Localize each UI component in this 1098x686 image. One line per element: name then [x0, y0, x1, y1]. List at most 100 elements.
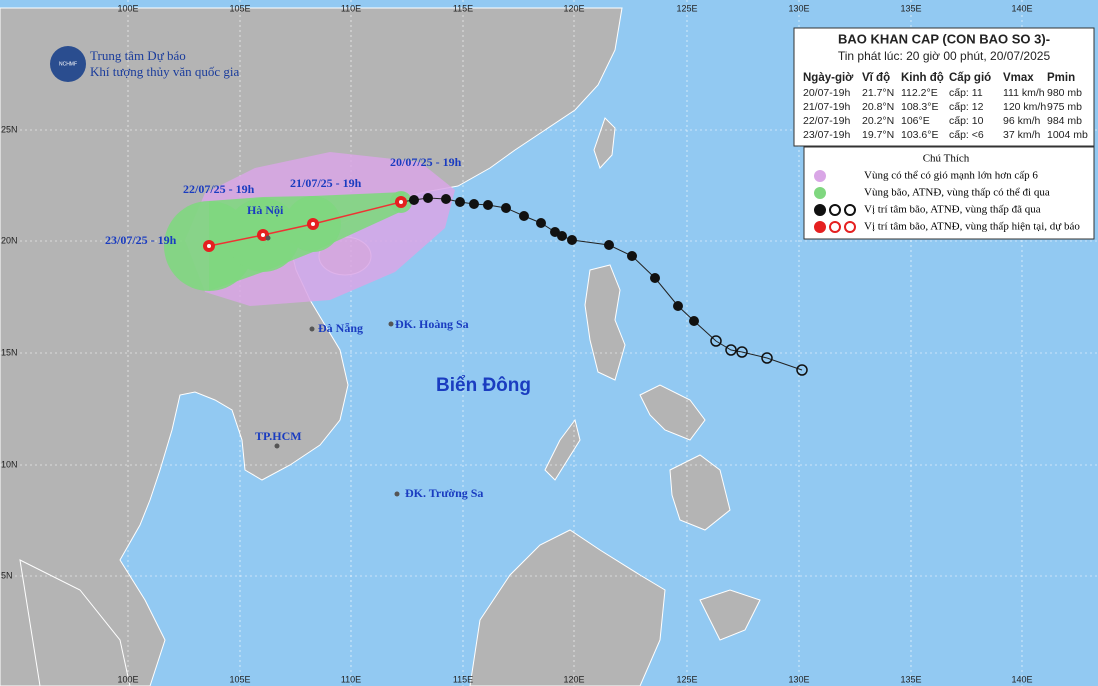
- lon-label-top: 135E: [900, 3, 921, 13]
- past-position: [725, 344, 737, 356]
- table-header: Kinh độ: [901, 72, 944, 84]
- lon-label-top: 125E: [676, 3, 697, 13]
- place-dot: [388, 321, 394, 327]
- logo-badge: NCHMF: [59, 61, 77, 67]
- past-position: [710, 335, 722, 347]
- place-dot: [394, 491, 400, 497]
- table-cell: 984 mb: [1047, 115, 1082, 127]
- table-cell: 21.7°N: [862, 87, 894, 99]
- table-cell: 23/07-19h: [803, 129, 850, 141]
- legend: Vùng có thể có gió mạnh lớn hơn cấp 6 Vùn…: [814, 170, 1080, 233]
- logo-icon: [50, 46, 86, 82]
- lon-label-top: 110E: [341, 3, 361, 13]
- past-position: [650, 273, 660, 283]
- logo: NCHMF Trung tâm Dự báo Khí tượng thủy vă…: [50, 46, 240, 82]
- table-cell: cấp: <6: [949, 129, 984, 141]
- past-position: [469, 199, 479, 209]
- table-cell: 20.8°N: [862, 101, 894, 113]
- forecast-label: 20/07/25 - 19h: [390, 155, 462, 169]
- table-header: Vĩ độ: [862, 72, 890, 84]
- legend-swatch: [814, 187, 826, 199]
- table-cell: 22/07-19h: [803, 115, 850, 127]
- legend-symbol: [814, 204, 826, 216]
- lon-label-bottom: 130E: [788, 674, 809, 684]
- forecast-track: [208, 201, 402, 247]
- lat-label: 20N: [1, 235, 18, 245]
- table-cell: 111 km/h: [1003, 87, 1045, 99]
- place-label: TP.HCM: [255, 429, 302, 443]
- legend-symbol: [844, 204, 856, 216]
- table-header: Pmin: [1047, 72, 1075, 84]
- legend-item: Vùng có thể có gió mạnh lớn hơn cấp 6: [864, 170, 1038, 182]
- lon-label-bottom: 105E: [229, 674, 250, 684]
- past-position: [455, 197, 465, 207]
- forecast-label: 22/07/25 - 19h: [183, 182, 255, 196]
- legend-item: Vị trí tâm bão, ATNĐ, vùng thấp hiện tại…: [864, 221, 1080, 233]
- forecast-label: 21/07/25 - 19h: [290, 176, 362, 190]
- place-dot: [309, 326, 315, 332]
- past-position: [501, 203, 511, 213]
- lon-label-bottom: 135E: [900, 674, 921, 684]
- bulletin-title: BAO KHAN CAP (CON BAO SO 3)-: [838, 31, 1050, 46]
- table-cell: 1004 mb: [1047, 129, 1088, 141]
- logo-line1: Trung tâm Dự báo: [90, 48, 186, 63]
- table-cell: cấp: 12: [949, 101, 984, 113]
- past-position: [423, 193, 433, 203]
- table-cell: cấp: 11: [949, 87, 983, 99]
- map-labels: 100E 100E 105E 105E 110E 110E 115E 115E 120E 120E…: [1, 3, 1033, 684]
- lon-label-bottom: 125E: [676, 674, 697, 684]
- table-cell: 21/07-19h: [803, 101, 850, 113]
- past-position: [736, 346, 748, 358]
- past-position: [567, 235, 577, 245]
- place-dot: [274, 443, 280, 449]
- past-position: [627, 251, 637, 261]
- forecast-core: [399, 200, 403, 204]
- lat-label: 25N: [1, 124, 18, 134]
- table-cell: 19.7°N: [862, 129, 894, 141]
- table-cell: 108.3°E: [901, 101, 938, 113]
- lon-label-bottom: 120E: [563, 674, 584, 684]
- lon-label-top: 140E: [1011, 3, 1032, 13]
- past-position: [519, 211, 529, 221]
- lon-label-top: 130E: [788, 3, 809, 13]
- legend-title: Chú Thích: [923, 153, 970, 165]
- lon-label-top: 105E: [229, 3, 250, 13]
- storm-cone: [164, 191, 412, 291]
- bulletin-table: Ngày-giờ Vĩ độ Kinh độ Cấp gió Vmax Pmin 20/07…: [803, 72, 1088, 141]
- table-cell: 20/07-19h: [803, 87, 850, 99]
- place-label: ĐK. Hoàng Sa: [395, 317, 469, 331]
- lon-label-bottom: 110E: [341, 674, 361, 684]
- table-header: Vmax: [1003, 72, 1034, 84]
- lon-label-top: 120E: [563, 3, 584, 13]
- past-position: [441, 194, 451, 204]
- forecast-label: 23/07/25 - 19h: [105, 233, 177, 247]
- table-cell: cấp: 10: [949, 115, 984, 127]
- lat-label: 5N: [1, 570, 13, 580]
- legend-item: Vị trí tâm bão, ATNĐ, vùng thấp đã qua: [864, 204, 1041, 216]
- legend-symbol: [844, 221, 856, 233]
- past-position: [536, 218, 546, 228]
- lon-label-top: 100E: [117, 3, 138, 13]
- table-cell: 106°E: [901, 115, 930, 127]
- table-cell: 20.2°N: [862, 115, 894, 127]
- table-cell: 96 km/h: [1003, 115, 1041, 127]
- table-cell: 980 mb: [1047, 87, 1082, 99]
- place-label: Đà Nẵng: [318, 321, 363, 335]
- past-position: [483, 200, 493, 210]
- lon-label-top: 115E: [453, 3, 473, 13]
- past-position: [604, 240, 614, 250]
- forecast-core: [311, 222, 315, 226]
- table-cell: 37 km/h: [1003, 129, 1041, 141]
- past-position: [689, 316, 699, 326]
- table-header: Ngày-giờ: [803, 72, 854, 84]
- forecast-core: [207, 244, 211, 248]
- sea-name: Biển Đông: [436, 375, 531, 396]
- legend-item: Vùng bão, ATNĐ, vùng thấp có thể đi qua: [864, 187, 1050, 199]
- past-position: [673, 301, 683, 311]
- past-position: [409, 195, 419, 205]
- logo-line2: Khí tượng thủy văn quốc gia: [90, 64, 240, 79]
- lon-label-bottom: 140E: [1011, 674, 1032, 684]
- legend-symbol: [814, 221, 826, 233]
- forecast-core: [261, 233, 265, 237]
